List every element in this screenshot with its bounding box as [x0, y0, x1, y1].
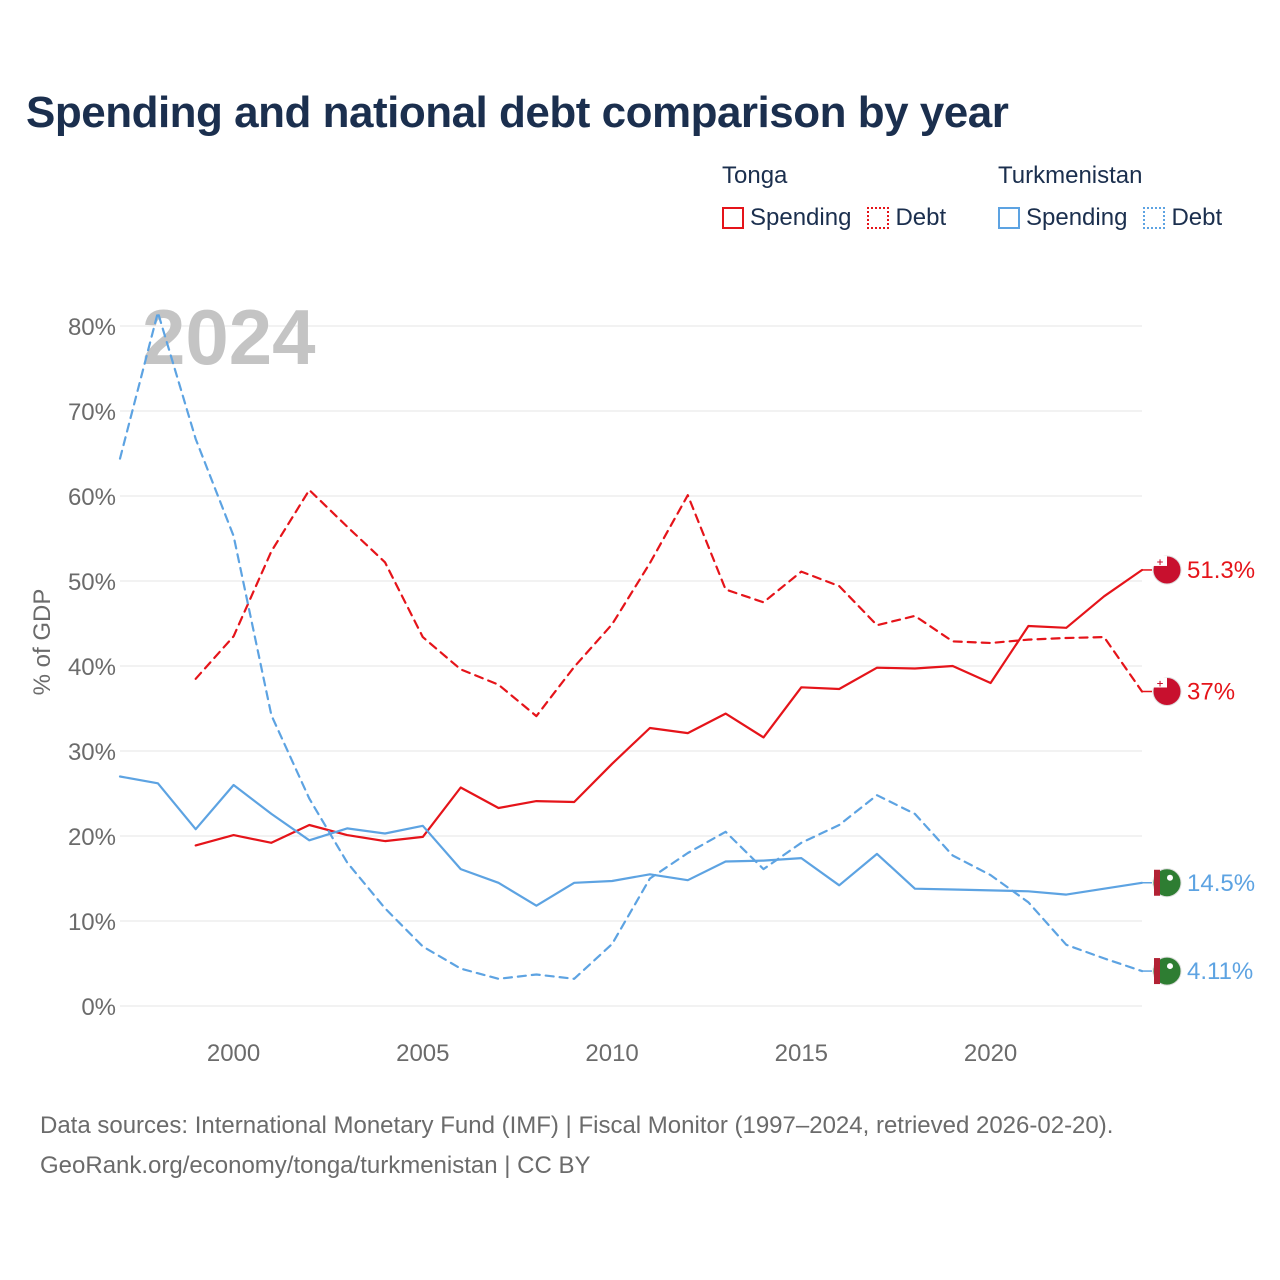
tonga-flag-cross: + [1156, 680, 1164, 690]
legend-label: Spending [1026, 204, 1128, 231]
tonga-flag-cross: + [1156, 558, 1164, 568]
legend-item-turkmenistan-debt[interactable]: Debt [1143, 204, 1222, 232]
legend-label: Debt [1171, 204, 1223, 231]
y-tick-label: 10% [68, 909, 116, 936]
series-line-turkmenistan-spending [118, 775, 1144, 907]
x-tick-label: 2015 [775, 1040, 828, 1067]
turkmenistan-flag-crescent [1167, 963, 1173, 970]
x-tick-label: 2010 [585, 1040, 638, 1067]
legend-item-tonga-debt[interactable]: Debt [867, 204, 946, 232]
y-tick-label: 80% [68, 314, 116, 341]
y-tick-label: 20% [68, 824, 116, 851]
x-tick-label: 2000 [207, 1040, 260, 1067]
turkmenistan-flag-stripe [1154, 869, 1160, 896]
y-tick-label: 40% [68, 654, 116, 681]
end-value-label: 51.3% [1187, 557, 1255, 584]
line-chart: 0% 10% 20% 30% 40% 50% 60% 70% 80% 2000 2005 2010 20… [29, 293, 1255, 1067]
end-value-label: 4.11% [1187, 958, 1253, 985]
end-value-label: 14.5% [1187, 870, 1255, 897]
legend-group-title: Tonga [722, 162, 788, 189]
y-tick-label: 0% [81, 994, 116, 1021]
turkmenistan-flag-crescent [1167, 874, 1173, 881]
series-line-tonga-debt [194, 488, 1144, 718]
legend-item-tonga-spending[interactable]: Spending [722, 204, 851, 232]
series-line-tonga-spending [194, 568, 1144, 847]
legend-group-tonga: Tonga Spending Debt [722, 162, 962, 236]
tonga-flag-canton [1153, 555, 1167, 566]
y-tick-label: 60% [68, 484, 116, 511]
series-line-turkmenistan-debt [118, 311, 1144, 980]
legend-swatch [998, 207, 1020, 229]
chart-title: Spending and national debt comparison by… [26, 88, 1009, 137]
end-value-label: 37% [1187, 679, 1235, 706]
data-source-note: Data sources: International Monetary Fun… [40, 1106, 1113, 1186]
legend-swatch [722, 207, 744, 229]
y-tick-label: 70% [68, 399, 116, 426]
x-tick-label: 2020 [964, 1040, 1017, 1067]
legend-item-turkmenistan-spending[interactable]: Spending [998, 204, 1127, 232]
legend-label: Debt [895, 204, 947, 231]
legend-swatch [1143, 207, 1166, 229]
source-line-2: GeoRank.org/economy/tonga/turkmenistan |… [40, 1152, 591, 1179]
turkmenistan-flag-stripe [1154, 958, 1160, 985]
x-tick-label: 2005 [396, 1040, 449, 1067]
legend-label: Spending [750, 204, 852, 231]
source-line-1: Data sources: International Monetary Fun… [40, 1112, 1114, 1139]
legend-swatch [867, 207, 890, 229]
y-tick-label: 30% [68, 739, 116, 766]
tonga-flag-canton [1153, 677, 1167, 688]
legend-group-turkmenistan: Turkmenistan Spending Debt [998, 162, 1238, 236]
y-axis-title: % of GDP [29, 589, 56, 696]
year-watermark: 2024 [142, 293, 316, 381]
legend-group-title: Turkmenistan [998, 162, 1143, 189]
y-tick-label: 50% [68, 569, 116, 596]
